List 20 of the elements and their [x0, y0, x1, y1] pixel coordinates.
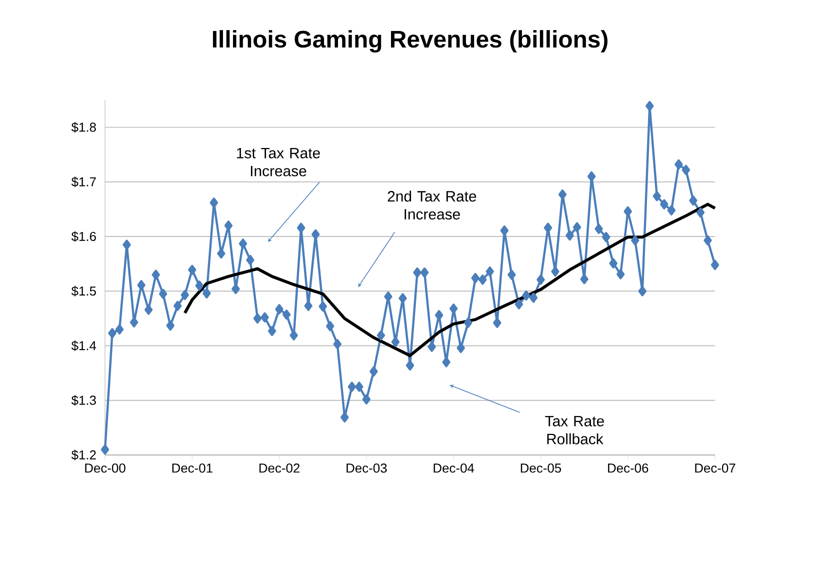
y-tick-label: $1.3 — [71, 395, 96, 406]
x-tick-label: Dec-05 — [520, 464, 562, 473]
y-tick-label: $1.8 — [71, 122, 96, 133]
annotation: 1st Tax Rate Increase — [237, 148, 320, 176]
annotation: Tax Rate Rollback — [545, 416, 604, 444]
x-tick-label: Dec-06 — [608, 464, 648, 473]
x-tick-label: Dec-03 — [346, 464, 387, 473]
y-tick-label: $1.2 — [71, 450, 96, 460]
x-tick-label: Dec-04 — [434, 464, 474, 473]
chart-title: Illinois Gaming Revenues (billions) — [212, 30, 608, 52]
x-tick-label: Dec-07 — [695, 464, 736, 473]
y-tick-label: $1.4 — [71, 340, 96, 352]
x-tick-label: Dec-02 — [259, 464, 300, 473]
y-tick-label: $1.6 — [71, 231, 96, 242]
annotation: 2nd Tax Rate Increase — [388, 190, 476, 220]
y-tick-label: $1.5 — [71, 286, 96, 296]
y-tick-label: $1.7 — [71, 176, 96, 188]
x-tick-label: Dec-01 — [172, 464, 212, 473]
x-tick-label: Dec-00 — [85, 464, 126, 473]
line-series — [183, 202, 717, 358]
